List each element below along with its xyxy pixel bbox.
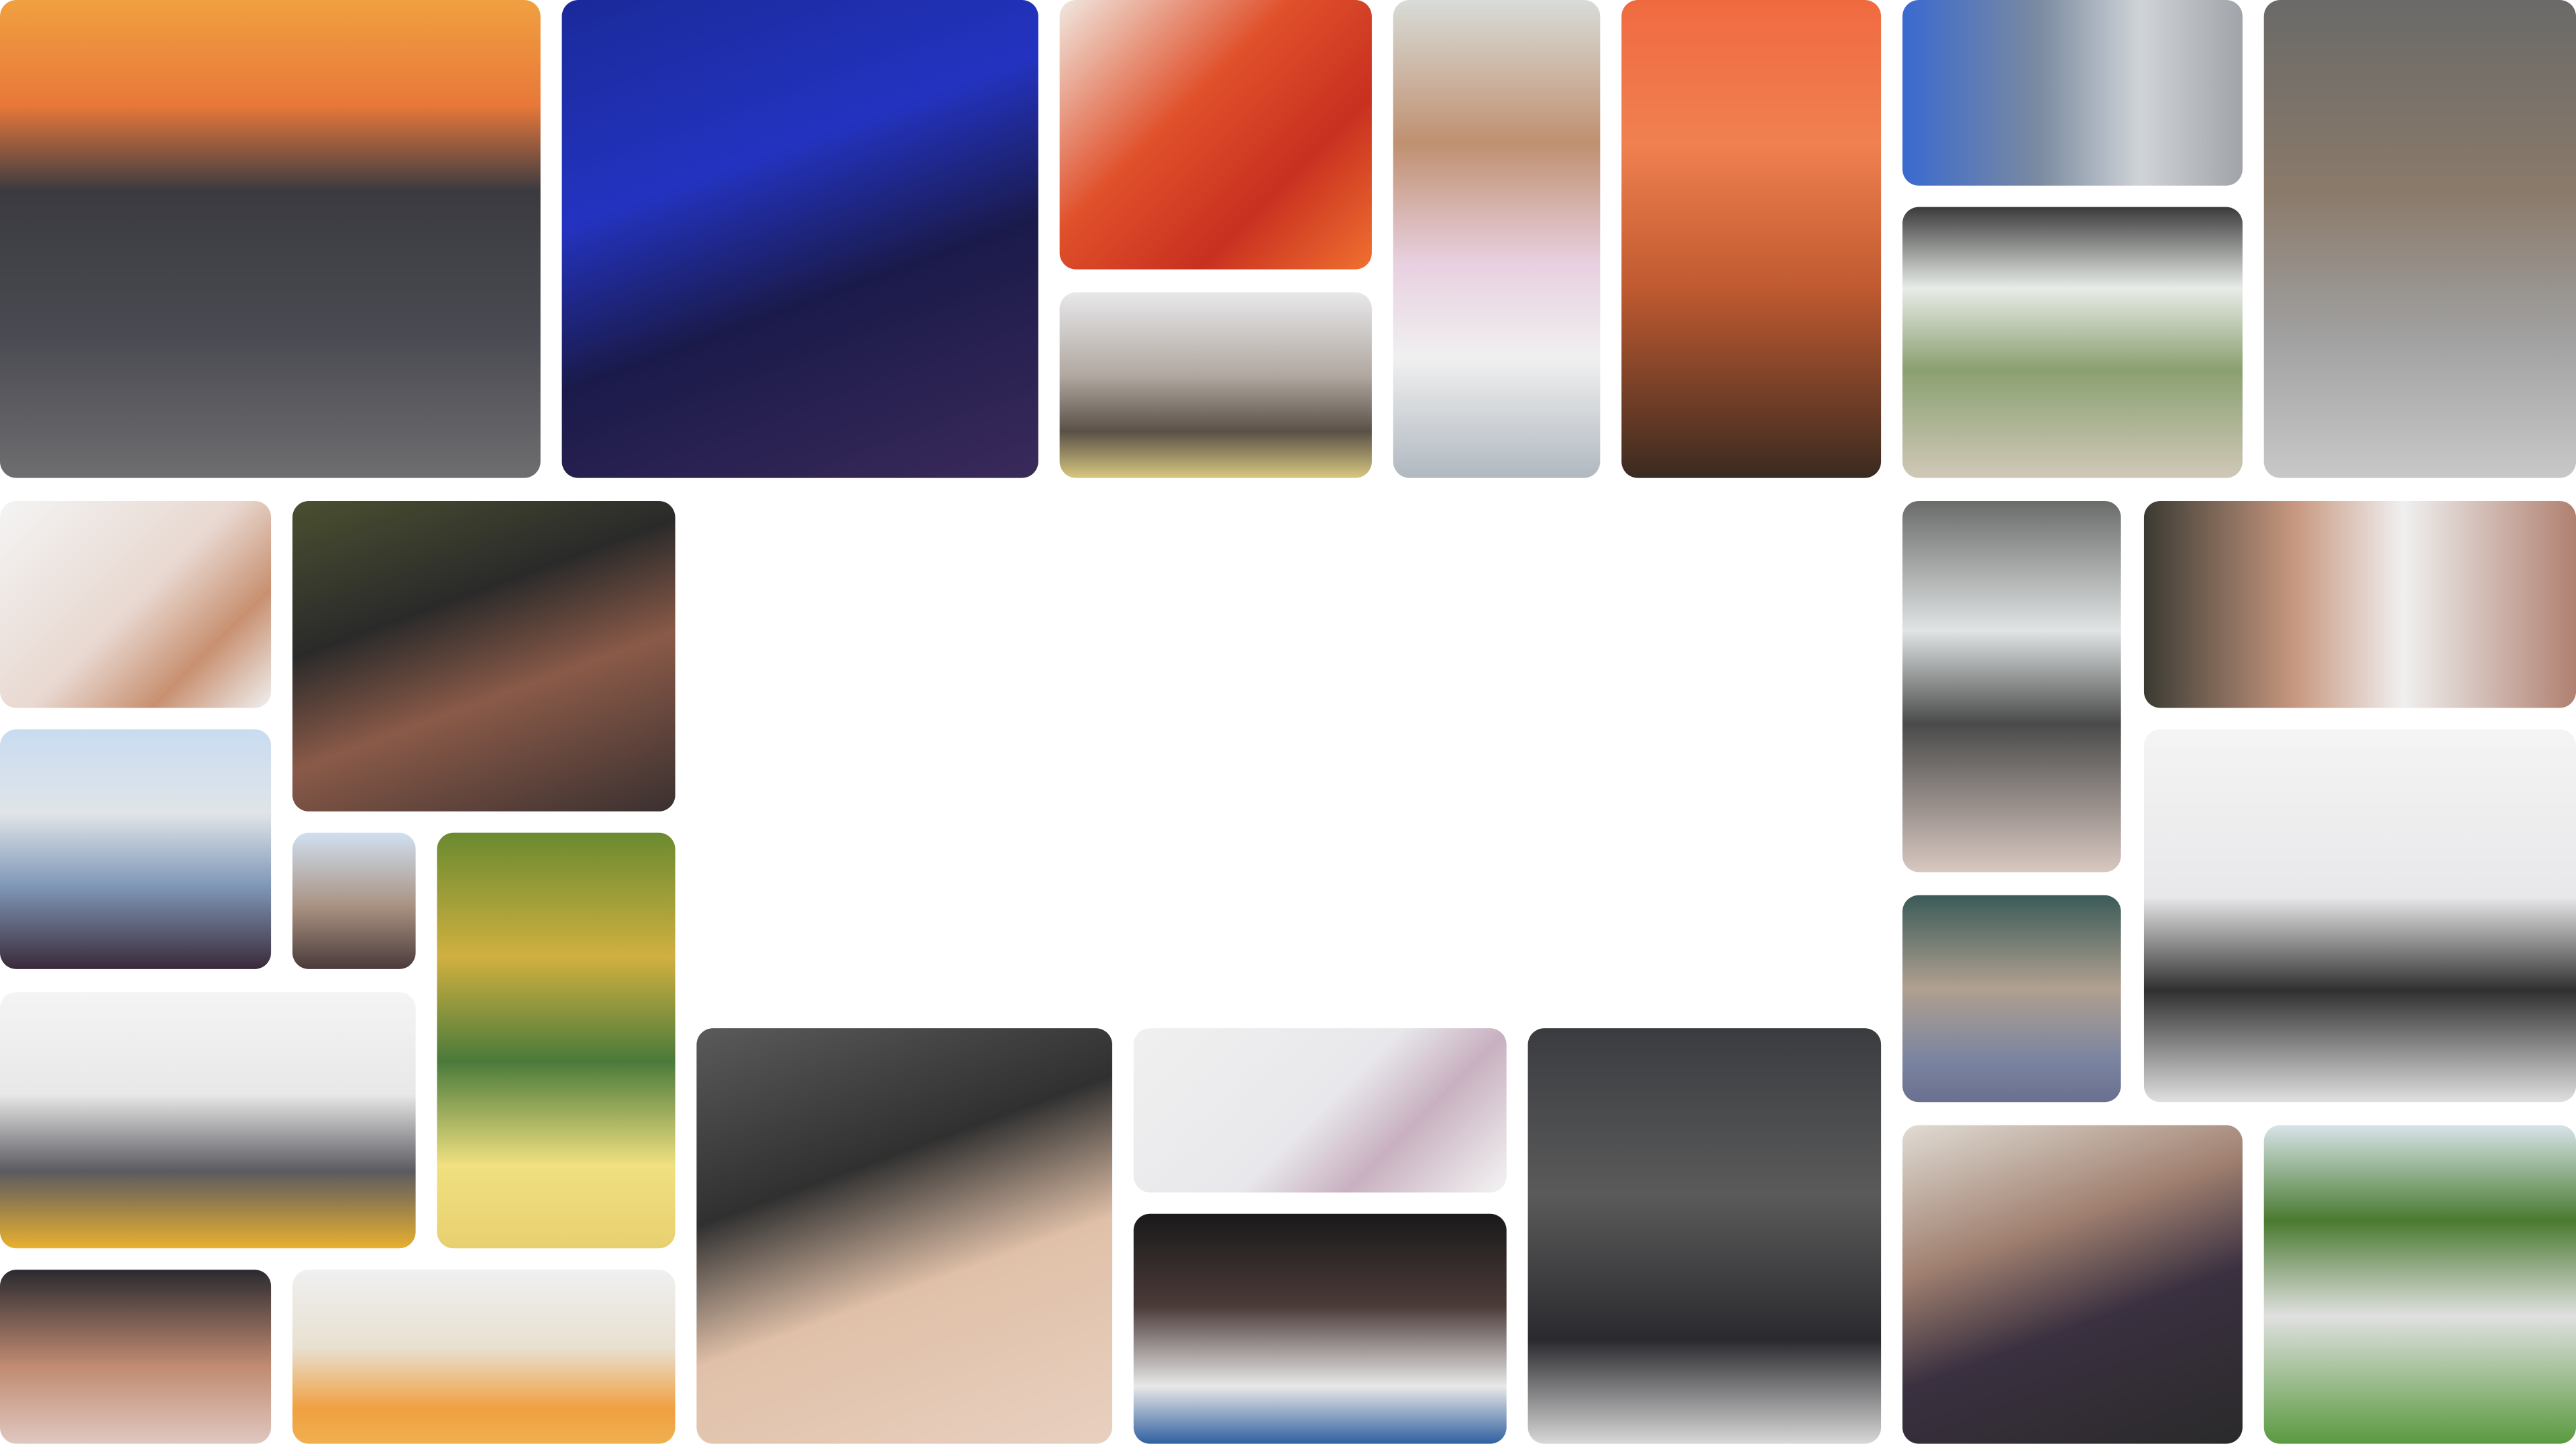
photo bbox=[292, 832, 416, 969]
photo bbox=[0, 1270, 272, 1444]
photo bbox=[1133, 1028, 1507, 1192]
photo bbox=[561, 0, 1038, 478]
photo bbox=[437, 832, 676, 1249]
photo bbox=[1621, 0, 1882, 478]
photo bbox=[1902, 895, 2121, 1103]
photo bbox=[1059, 292, 1372, 478]
photo bbox=[292, 500, 676, 812]
photo bbox=[2263, 1125, 2576, 1444]
photo bbox=[1393, 0, 1601, 478]
photo bbox=[696, 1028, 1112, 1444]
photo bbox=[2143, 729, 2576, 1103]
photo bbox=[1527, 1028, 1882, 1444]
photo bbox=[1059, 0, 1372, 270]
photo bbox=[1902, 1125, 2243, 1444]
photo bbox=[1902, 0, 2243, 186]
photo bbox=[0, 0, 541, 478]
photo bbox=[1133, 1213, 1507, 1444]
photo bbox=[292, 1270, 676, 1444]
photo bbox=[2143, 500, 2576, 708]
photo bbox=[0, 992, 416, 1249]
photo bbox=[0, 500, 272, 708]
photo bbox=[0, 729, 272, 969]
photo bbox=[2263, 0, 2576, 478]
photo bbox=[1902, 500, 2121, 873]
photo bbox=[1902, 207, 2243, 478]
